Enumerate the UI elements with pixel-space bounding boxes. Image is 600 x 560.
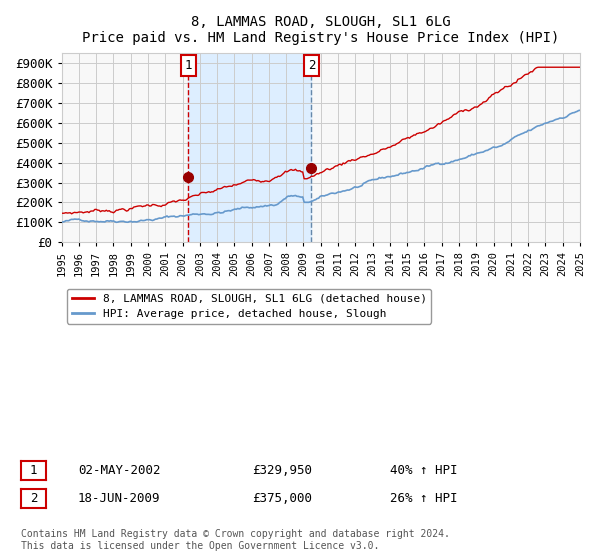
Legend: 8, LAMMAS ROAD, SLOUGH, SL1 6LG (detached house), HPI: Average price, detached h: 8, LAMMAS ROAD, SLOUGH, SL1 6LG (detache… (67, 289, 431, 324)
Text: 1: 1 (30, 464, 37, 478)
Text: £375,000: £375,000 (252, 492, 312, 505)
Text: £329,950: £329,950 (252, 464, 312, 477)
Text: 02-MAY-2002: 02-MAY-2002 (78, 464, 161, 477)
Title: 8, LAMMAS ROAD, SLOUGH, SL1 6LG
Price paid vs. HM Land Registry's House Price In: 8, LAMMAS ROAD, SLOUGH, SL1 6LG Price pa… (82, 15, 559, 45)
Text: 1: 1 (184, 59, 192, 72)
Text: 18-JUN-2009: 18-JUN-2009 (78, 492, 161, 505)
Bar (188, 53, 311, 242)
Text: 40% ↑ HPI: 40% ↑ HPI (390, 464, 458, 477)
Text: 26% ↑ HPI: 26% ↑ HPI (390, 492, 458, 505)
Text: 2: 2 (30, 492, 37, 506)
Text: 2: 2 (308, 59, 315, 72)
Text: Contains HM Land Registry data © Crown copyright and database right 2024.
This d: Contains HM Land Registry data © Crown c… (21, 529, 450, 551)
